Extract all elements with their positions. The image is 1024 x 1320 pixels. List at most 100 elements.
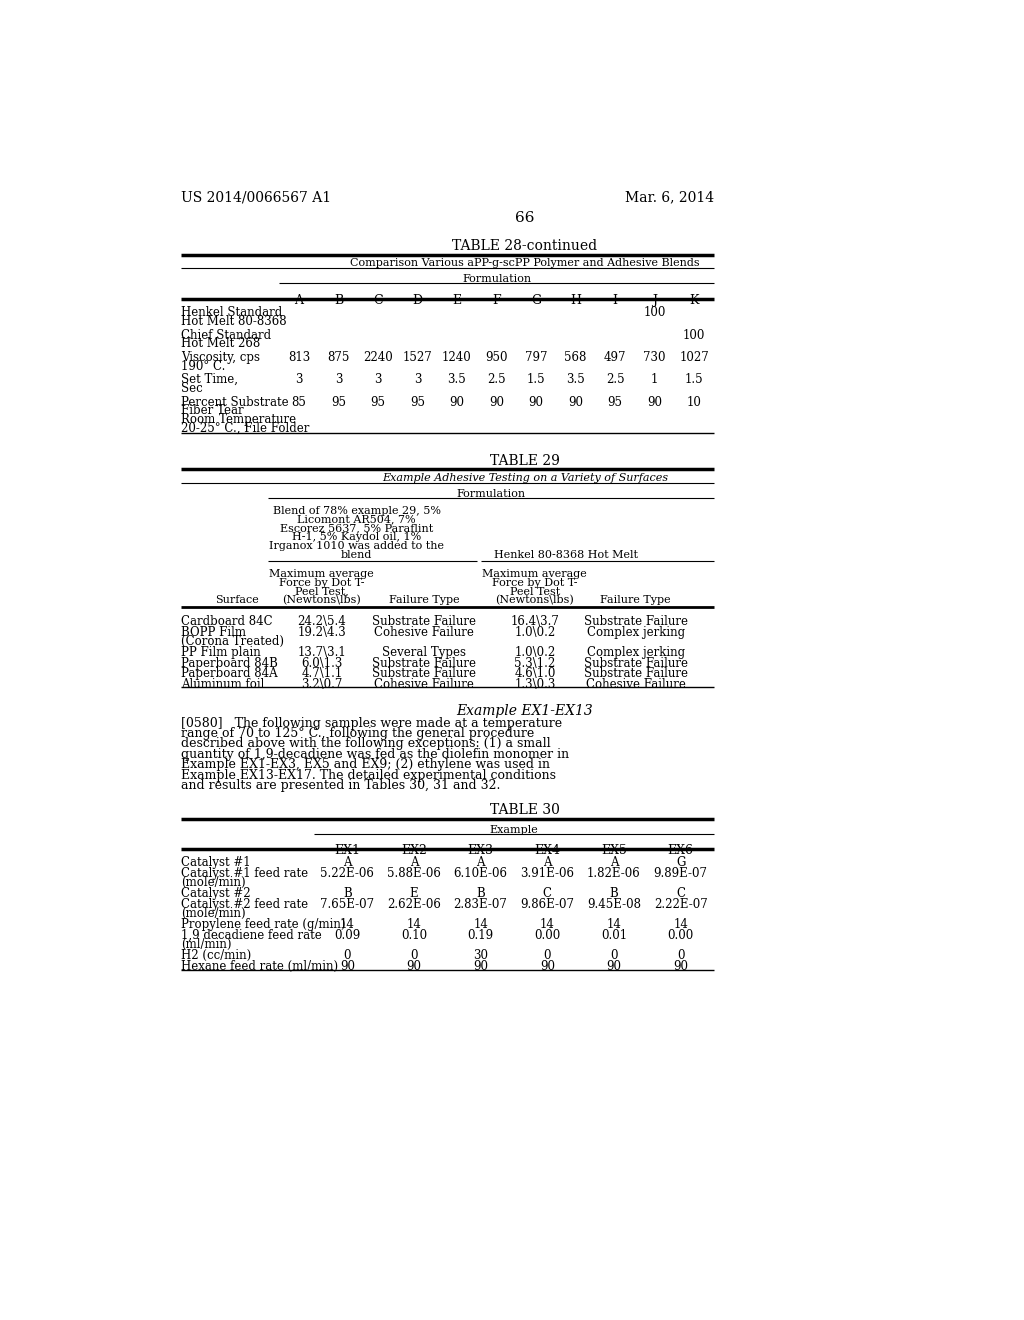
Text: G: G: [531, 294, 541, 308]
Text: 90: 90: [473, 960, 488, 973]
Text: Substrate Failure: Substrate Failure: [584, 656, 688, 669]
Text: Catalyst #2 feed rate: Catalyst #2 feed rate: [180, 898, 308, 911]
Text: Viscosity, cps: Viscosity, cps: [180, 351, 260, 364]
Text: 1: 1: [651, 374, 658, 387]
Text: EX5: EX5: [601, 843, 627, 857]
Text: 4.6\1.0: 4.6\1.0: [514, 668, 556, 680]
Text: Blend of 78% example 29, 5%: Blend of 78% example 29, 5%: [272, 506, 440, 516]
Text: (Newtons\lbs): (Newtons\lbs): [283, 595, 361, 606]
Text: E: E: [410, 887, 418, 900]
Text: 1527: 1527: [402, 351, 432, 364]
Text: 1.82E-06: 1.82E-06: [587, 867, 641, 880]
Text: 3.2\0.7: 3.2\0.7: [301, 678, 342, 692]
Text: Substrate Failure: Substrate Failure: [372, 615, 476, 628]
Text: 3: 3: [335, 374, 342, 387]
Text: 6.10E-06: 6.10E-06: [454, 867, 508, 880]
Text: Cohesive Failure: Cohesive Failure: [374, 626, 474, 639]
Text: Example: Example: [489, 825, 539, 834]
Text: Force by Dot T-: Force by Dot T-: [493, 578, 578, 587]
Text: 100: 100: [683, 329, 706, 342]
Text: 30: 30: [473, 949, 488, 962]
Text: 3.5: 3.5: [447, 374, 466, 387]
Text: 0.00: 0.00: [535, 929, 560, 941]
Text: H-1, 5% Kaydol oil, 1%: H-1, 5% Kaydol oil, 1%: [292, 532, 421, 543]
Text: 90: 90: [528, 396, 544, 409]
Text: 5.88E-06: 5.88E-06: [387, 867, 441, 880]
Text: Paperboard 84B: Paperboard 84B: [180, 656, 278, 669]
Text: (mole/min): (mole/min): [180, 907, 246, 920]
Text: 0.19: 0.19: [468, 929, 494, 941]
Text: (Corona Treated): (Corona Treated): [180, 635, 284, 648]
Text: Force by Dot T-: Force by Dot T-: [279, 578, 365, 587]
Text: H: H: [570, 294, 581, 308]
Text: 20-25° C., File Folder: 20-25° C., File Folder: [180, 422, 309, 436]
Text: A: A: [294, 294, 303, 308]
Text: 7.65E-07: 7.65E-07: [321, 898, 375, 911]
Text: 813: 813: [288, 351, 310, 364]
Text: Set Time,: Set Time,: [180, 374, 238, 387]
Text: 90: 90: [568, 396, 583, 409]
Text: 1,9 decadiene feed rate: 1,9 decadiene feed rate: [180, 929, 322, 941]
Text: E: E: [453, 294, 462, 308]
Text: 90: 90: [489, 396, 504, 409]
Text: 9.45E-08: 9.45E-08: [587, 898, 641, 911]
Text: Cohesive Failure: Cohesive Failure: [586, 678, 685, 692]
Text: PP Film plain: PP Film plain: [180, 645, 260, 659]
Text: Several Types: Several Types: [382, 645, 466, 659]
Text: EX2: EX2: [401, 843, 427, 857]
Text: Peel Test: Peel Test: [510, 586, 560, 597]
Text: Formulation: Formulation: [462, 275, 531, 284]
Text: A: A: [343, 857, 351, 870]
Text: EX6: EX6: [668, 843, 693, 857]
Text: 3: 3: [414, 374, 421, 387]
Text: 90: 90: [647, 396, 663, 409]
Text: EX4: EX4: [535, 843, 560, 857]
Text: Example EX13-EX17. The detailed experimental conditions: Example EX13-EX17. The detailed experime…: [180, 768, 556, 781]
Text: Formulation: Formulation: [456, 488, 525, 499]
Text: Room Temperature: Room Temperature: [180, 413, 296, 426]
Text: A: A: [543, 857, 552, 870]
Text: 1027: 1027: [679, 351, 709, 364]
Text: and results are presented in Tables 30, 31 and 32.: and results are presented in Tables 30, …: [180, 779, 500, 792]
Text: 14: 14: [540, 917, 555, 931]
Text: blend: blend: [341, 550, 373, 560]
Text: Maximum average: Maximum average: [482, 569, 587, 578]
Text: D: D: [413, 294, 423, 308]
Text: 95: 95: [607, 396, 623, 409]
Text: 10: 10: [687, 396, 701, 409]
Text: (ml/min): (ml/min): [180, 937, 231, 950]
Text: 2.5: 2.5: [487, 374, 506, 387]
Text: Surface: Surface: [215, 595, 258, 606]
Text: 2.5: 2.5: [606, 374, 625, 387]
Text: Example EX1-EX13: Example EX1-EX13: [457, 705, 593, 718]
Text: 0: 0: [677, 949, 684, 962]
Text: 0: 0: [544, 949, 551, 962]
Text: 497: 497: [604, 351, 627, 364]
Text: Peel Test,: Peel Test,: [295, 586, 348, 597]
Text: 14: 14: [473, 917, 488, 931]
Text: 5.22E-06: 5.22E-06: [321, 867, 374, 880]
Text: Cardboard 84C: Cardboard 84C: [180, 615, 272, 628]
Text: Substrate Failure: Substrate Failure: [584, 668, 688, 680]
Text: 19.2\4.3: 19.2\4.3: [297, 626, 346, 639]
Text: 3.5: 3.5: [566, 374, 585, 387]
Text: 1240: 1240: [442, 351, 472, 364]
Text: F: F: [493, 294, 501, 308]
Text: 0.01: 0.01: [601, 929, 627, 941]
Text: 1.5: 1.5: [685, 374, 703, 387]
Text: B: B: [476, 887, 485, 900]
Text: TABLE 30: TABLE 30: [489, 804, 560, 817]
Text: 3: 3: [374, 374, 382, 387]
Text: 4.7\1.1: 4.7\1.1: [301, 668, 342, 680]
Text: Complex jerking: Complex jerking: [587, 626, 685, 639]
Text: Catalyst #1 feed rate: Catalyst #1 feed rate: [180, 867, 308, 880]
Text: A: A: [476, 857, 485, 870]
Text: 0.09: 0.09: [334, 929, 360, 941]
Text: A: A: [609, 857, 618, 870]
Text: range of 70 to 125° C., following the general procedure: range of 70 to 125° C., following the ge…: [180, 727, 534, 741]
Text: 90: 90: [340, 960, 355, 973]
Text: BOPP Film: BOPP Film: [180, 626, 246, 639]
Text: 90: 90: [450, 396, 465, 409]
Text: 0: 0: [344, 949, 351, 962]
Text: Sec: Sec: [180, 381, 203, 395]
